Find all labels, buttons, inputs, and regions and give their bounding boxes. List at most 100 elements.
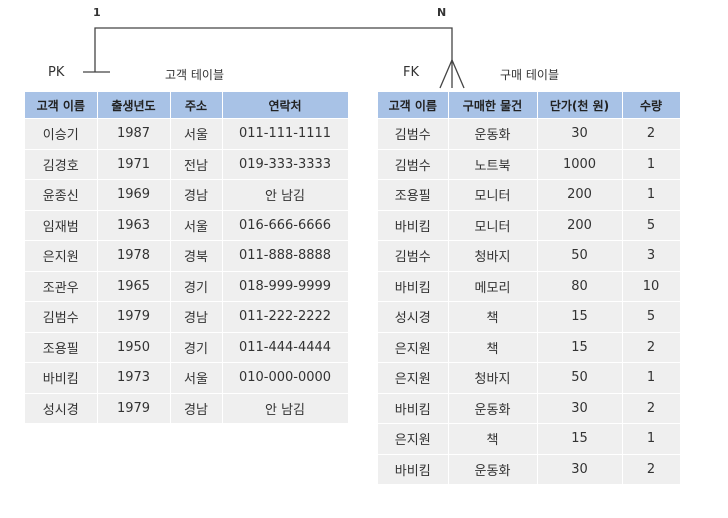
table-cell: 50 [537, 240, 623, 271]
table-cell: 김범수 [25, 301, 98, 332]
table-cell: 10 [622, 270, 681, 302]
table-cell: 011-888-8888 [222, 240, 349, 271]
table-row: 바비킴 모니터 200 5 [378, 209, 681, 241]
table-cell: 김범수 [378, 148, 449, 180]
table-cell: 모니터 [448, 209, 538, 241]
many-marker [439, 59, 453, 89]
relation-line [94, 27, 453, 72]
table-cell: 1973 [97, 362, 171, 393]
many-marker [451, 59, 465, 89]
header-cell: 주소 [170, 92, 223, 119]
header-cell: 단가(천 원) [537, 92, 623, 119]
table-cell: 경북 [170, 240, 223, 271]
table-cell: 1 [622, 423, 681, 454]
table-cell: 은지원 [378, 331, 449, 363]
table-cell: 30 [537, 392, 623, 424]
table-cell: 2 [622, 118, 681, 149]
fk-label: FK [403, 65, 420, 80]
table-cell: 1 [622, 179, 681, 210]
table-cell: 은지원 [378, 362, 449, 393]
table-row: 성시경 책 15 5 [378, 301, 681, 332]
table-row: 은지원 책 15 1 [378, 423, 681, 454]
table-cell: 1979 [97, 392, 171, 423]
table-row: 조용필 모니터 200 1 [378, 179, 681, 210]
table-row: 은지원 책 15 2 [378, 331, 681, 363]
table-cell: 15 [537, 423, 623, 454]
table-row: 김범수 노트북 1000 1 [378, 148, 681, 180]
table-cell: 바비킴 [378, 270, 449, 302]
table-cell: 노트북 [448, 148, 538, 180]
table-cell: 1987 [97, 118, 171, 149]
table-cell: 011-444-4444 [222, 331, 349, 363]
table-cell: 1 [622, 362, 681, 393]
table-cell: 청바지 [448, 240, 538, 271]
header-row: 고객 이름 구매한 물건 단가(천 원) 수량 [378, 92, 681, 119]
table-cell: 019-333-3333 [222, 148, 349, 180]
table-cell: 1978 [97, 240, 171, 271]
table-cell: 경남 [170, 392, 223, 423]
table-row: 성시경 1979 경남 안 남김 [25, 392, 349, 423]
table-row: 김범수 1979 경남 011-222-2222 [25, 301, 349, 332]
table-row: 임재범 1963 서울 016-666-6666 [25, 209, 349, 241]
table-cell: 011-222-2222 [222, 301, 349, 332]
table-cell: 15 [537, 301, 623, 332]
table-cell: 안 남김 [222, 392, 349, 423]
many-label: N [437, 6, 447, 19]
table-cell: 2 [622, 331, 681, 363]
table-cell: 30 [537, 453, 623, 484]
table-cell: 1971 [97, 148, 171, 180]
table-cell: 경남 [170, 301, 223, 332]
table-cell: 은지원 [378, 423, 449, 454]
table-cell: 조용필 [378, 179, 449, 210]
table-cell: 5 [622, 209, 681, 241]
table-row: 조관우 1965 경기 018-999-9999 [25, 270, 349, 302]
pk-label: PK [48, 65, 65, 80]
table-cell: 3 [622, 240, 681, 271]
table-cell: 서울 [170, 362, 223, 393]
table-cell: 책 [448, 331, 538, 363]
table-cell: 메모리 [448, 270, 538, 302]
table-cell: 김경호 [25, 148, 98, 180]
table-cell: 경기 [170, 331, 223, 363]
header-cell: 고객 이름 [378, 92, 449, 119]
table-cell: 전남 [170, 148, 223, 180]
table-cell: 15 [537, 331, 623, 363]
table-cell: 1969 [97, 179, 171, 210]
table-cell: 이승기 [25, 118, 98, 149]
table-cell: 운동화 [448, 392, 538, 424]
table-row: 은지원 1978 경북 011-888-8888 [25, 240, 349, 271]
table-cell: 1963 [97, 209, 171, 241]
table-cell: 조관우 [25, 270, 98, 302]
table-row: 바비킴 운동화 30 2 [378, 453, 681, 484]
table-cell: 운동화 [448, 453, 538, 484]
table-cell: 서울 [170, 118, 223, 149]
table-cell: 경남 [170, 179, 223, 210]
table-row: 바비킴 운동화 30 2 [378, 392, 681, 424]
table-cell: 011-111-1111 [222, 118, 349, 149]
table-cell: 2 [622, 392, 681, 424]
table-cell: 경기 [170, 270, 223, 302]
table-cell: 모니터 [448, 179, 538, 210]
table-title: 고객 테이블 [165, 68, 225, 82]
one-label: 1 [93, 6, 101, 19]
table-row: 이승기 1987 서울 011-111-1111 [25, 118, 349, 149]
table-cell: 1965 [97, 270, 171, 302]
table-row: 은지원 청바지 50 1 [378, 362, 681, 393]
table-cell: 200 [537, 209, 623, 241]
header-row: 고객 이름 출생년도 주소 연락처 [25, 92, 349, 119]
table-row: 바비킴 메모리 80 10 [378, 270, 681, 302]
table-cell: 30 [537, 118, 623, 149]
table-cell: 임재범 [25, 209, 98, 241]
table-row: 김범수 운동화 30 2 [378, 118, 681, 149]
table-cell: 018-999-9999 [222, 270, 349, 302]
customer-table: 고객 이름 출생년도 주소 연락처 이승기 1987 서울 011-111-1111 김경호 19… [25, 92, 349, 423]
table-cell: 은지원 [25, 240, 98, 271]
table-cell: 200 [537, 179, 623, 210]
table-title: 구매 테이블 [500, 68, 560, 82]
table-cell: 서울 [170, 209, 223, 241]
table-cell: 1950 [97, 331, 171, 363]
table-row: 김범수 청바지 50 3 [378, 240, 681, 271]
table-cell: 책 [448, 301, 538, 332]
table-cell: 조용필 [25, 331, 98, 363]
